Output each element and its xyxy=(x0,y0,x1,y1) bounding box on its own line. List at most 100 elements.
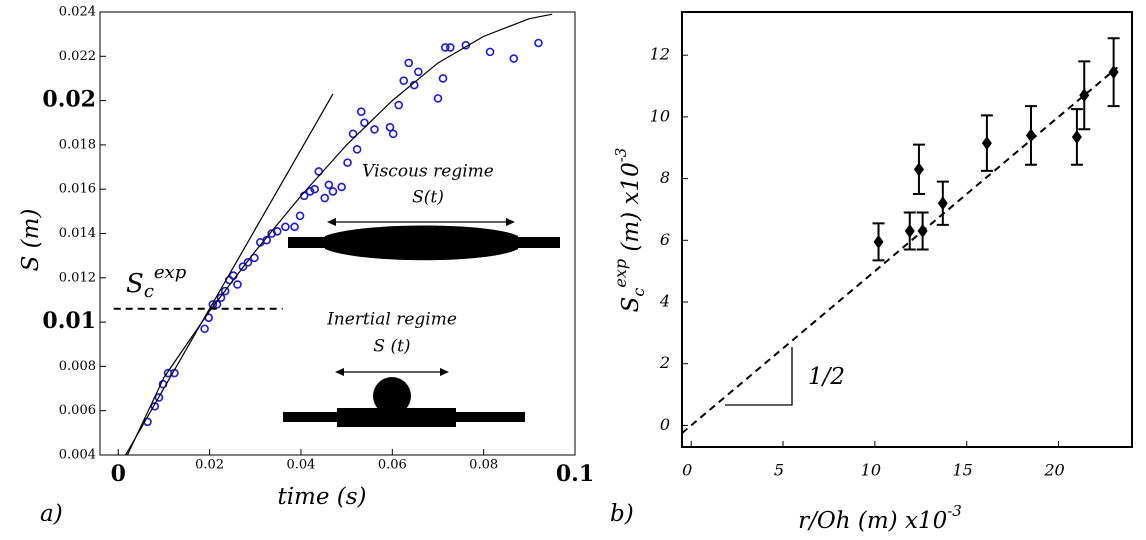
data-point xyxy=(310,184,319,194)
data-point xyxy=(337,182,346,192)
annotation: Inertial regime xyxy=(326,310,457,330)
data-point xyxy=(937,196,948,211)
panel-label: b) xyxy=(610,501,634,527)
x-axis-label: time (s) xyxy=(277,484,366,510)
x-tick-label: 20 xyxy=(1043,461,1064,480)
data-point xyxy=(981,136,992,151)
y-axis-label: S (m) xyxy=(18,209,44,272)
y-label-unit-sup: -3 xyxy=(612,148,630,163)
data-point xyxy=(904,224,915,239)
y-tick-label: 0.022 xyxy=(59,49,96,64)
slope-label: 1/2 xyxy=(808,364,845,390)
data-point xyxy=(220,286,230,296)
y-tick-label: 0.006 xyxy=(59,403,96,418)
x-tick-label: 15 xyxy=(953,461,973,480)
data-point xyxy=(438,74,448,83)
y-label-sup: exp xyxy=(611,259,630,288)
data-point xyxy=(399,76,409,85)
y-tick-label: 6 xyxy=(660,230,670,249)
data-point xyxy=(305,187,315,196)
data-point xyxy=(1071,129,1082,144)
data-point xyxy=(343,158,352,167)
data-point xyxy=(388,129,398,139)
data-point xyxy=(200,324,209,334)
data-point xyxy=(324,180,334,190)
curve xyxy=(126,13,553,456)
data-point xyxy=(348,129,358,139)
x-tick-label: 0.06 xyxy=(378,458,407,473)
x-label-main: r/Oh (m) x10 xyxy=(798,508,947,534)
data-point xyxy=(229,271,238,280)
inertial-schematic xyxy=(283,368,525,427)
data-point xyxy=(1025,128,1036,143)
y-tick-label: 0.016 xyxy=(59,182,96,197)
y-tick-label: 0.014 xyxy=(59,226,96,241)
data-point xyxy=(1108,65,1119,80)
data-point xyxy=(238,262,248,272)
panel-label: a) xyxy=(40,501,63,527)
x-tick-label: 0.04 xyxy=(286,458,315,473)
data-point xyxy=(534,38,543,48)
curve xyxy=(681,66,1118,434)
data-point xyxy=(360,118,369,128)
y-tick-label: 0.004 xyxy=(59,448,96,463)
y-tick-label: 2 xyxy=(659,353,670,372)
data-point xyxy=(1079,88,1090,103)
x-axis-label: r/Oh (m) x10-3 xyxy=(798,502,962,534)
data-point xyxy=(272,226,282,236)
data-point xyxy=(414,67,423,77)
data-point xyxy=(394,100,404,110)
data-point xyxy=(295,211,305,221)
sc-main: S xyxy=(126,269,144,299)
sc-sup: exp xyxy=(154,262,187,283)
x-tick-label: 10 xyxy=(861,461,881,480)
data-point xyxy=(485,47,495,57)
data-point xyxy=(385,122,395,132)
data-point xyxy=(320,193,330,203)
data-point xyxy=(404,58,414,68)
curve xyxy=(125,93,334,456)
data-point xyxy=(913,162,924,177)
data-point xyxy=(370,125,379,134)
x-tick-label: 0.02 xyxy=(195,458,224,473)
y-tick-label: 12 xyxy=(650,45,670,64)
x-label-sup: -3 xyxy=(947,502,962,520)
data-point xyxy=(243,257,253,267)
y-tick-label: 10 xyxy=(650,106,670,125)
data-point xyxy=(216,293,226,303)
x-tick-label: 0 xyxy=(682,461,692,480)
y-label-unit: (m) x10 xyxy=(618,162,644,259)
annotation: S(t) xyxy=(412,188,444,208)
y-tick-label: 0 xyxy=(660,415,670,434)
sc-sub: c xyxy=(144,281,154,302)
y-tick-label: 0.01 xyxy=(42,308,96,334)
y-tick-label: 8 xyxy=(660,168,670,187)
y-tick-label: 0.02 xyxy=(42,87,96,113)
x-tick-label: 5 xyxy=(774,461,784,480)
data-point xyxy=(433,94,443,103)
data-point xyxy=(446,43,455,52)
data-point xyxy=(290,222,299,232)
viscous-schematic xyxy=(288,218,560,261)
y-axis-label: Scexp (m) x10-3 xyxy=(611,148,648,313)
data-point xyxy=(150,401,160,411)
x-tick-label: 0.08 xyxy=(469,458,498,473)
annotation: Viscous regime xyxy=(362,162,494,182)
y-tick-label: 0.012 xyxy=(59,270,96,285)
data-point xyxy=(352,145,362,154)
y-label-main: S xyxy=(618,297,644,313)
data-point xyxy=(328,187,338,196)
data-point xyxy=(509,54,519,63)
data-point xyxy=(281,222,290,232)
slope-triangle xyxy=(725,347,793,406)
y-tick-label: 0.018 xyxy=(59,137,96,152)
axes-frame xyxy=(681,11,1133,448)
data-point xyxy=(233,280,242,289)
data-point xyxy=(154,393,164,402)
y-tick-label: 0.024 xyxy=(59,5,96,20)
sc-annotation: Scexp xyxy=(126,262,187,302)
annotation: S (t) xyxy=(373,337,410,357)
y-label-sub: c xyxy=(629,288,648,297)
data-point xyxy=(873,234,884,249)
